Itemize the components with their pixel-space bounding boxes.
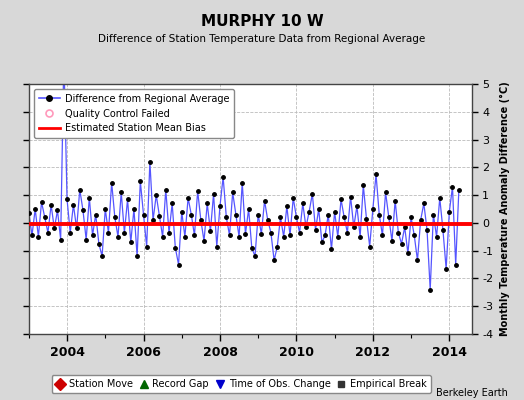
Text: MURPHY 10 W: MURPHY 10 W (201, 14, 323, 29)
Legend: Station Move, Record Gap, Time of Obs. Change, Empirical Break: Station Move, Record Gap, Time of Obs. C… (51, 375, 431, 393)
Text: Difference of Station Temperature Data from Regional Average: Difference of Station Temperature Data f… (99, 34, 425, 44)
Y-axis label: Monthly Temperature Anomaly Difference (°C): Monthly Temperature Anomaly Difference (… (500, 82, 510, 336)
Text: Berkeley Earth: Berkeley Earth (436, 388, 508, 398)
Legend: Difference from Regional Average, Quality Control Failed, Estimated Station Mean: Difference from Regional Average, Qualit… (34, 89, 234, 138)
